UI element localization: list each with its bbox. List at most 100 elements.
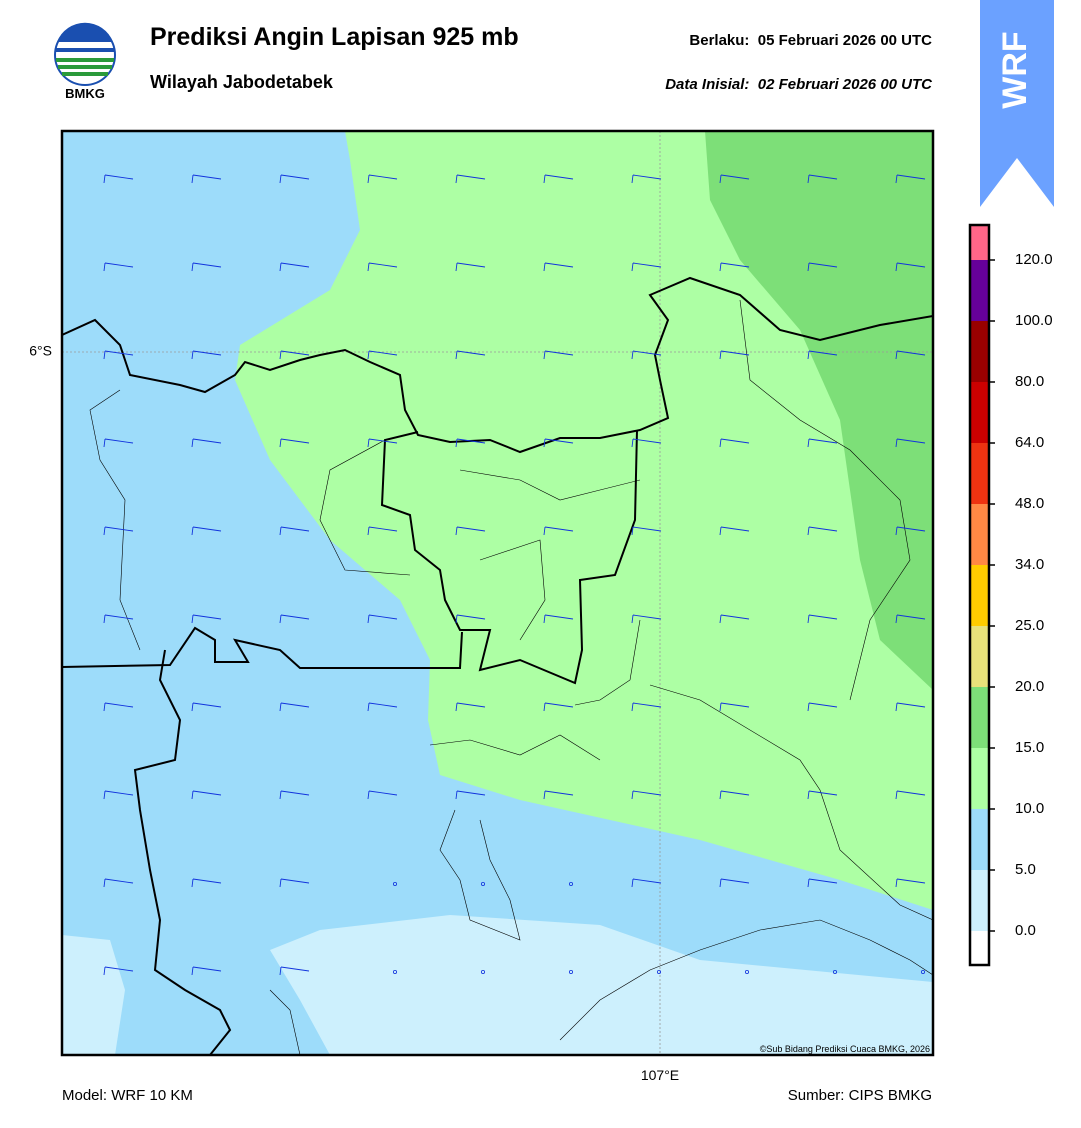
wind-barb bbox=[367, 438, 398, 448]
wind-barb bbox=[367, 526, 398, 536]
wind-barb bbox=[191, 526, 222, 536]
wind-barb bbox=[807, 614, 838, 624]
wind-barb bbox=[367, 614, 398, 624]
map: 6°S 107°E ©Sub Bidang Prediksi Cuaca BMK… bbox=[29, 129, 935, 1083]
logo: BMKG bbox=[54, 22, 116, 101]
wind-barb bbox=[719, 526, 750, 536]
wind-barb bbox=[543, 790, 574, 800]
calm-marker bbox=[480, 882, 485, 887]
wind-barb bbox=[279, 526, 310, 536]
calm-marker bbox=[833, 970, 838, 975]
wind-barb bbox=[103, 438, 134, 448]
credit: ©Sub Bidang Prediksi Cuaca BMKG, 2026 bbox=[760, 1044, 930, 1054]
colorbar-tick-label: 48.0 bbox=[1015, 495, 1044, 512]
wind-barb bbox=[279, 614, 310, 624]
calm-marker bbox=[392, 970, 397, 975]
colorbar-segment bbox=[970, 321, 989, 382]
wind-barb bbox=[719, 174, 750, 184]
wind-barb bbox=[455, 438, 486, 448]
logo-text: BMKG bbox=[65, 86, 105, 101]
wind-barb bbox=[367, 174, 398, 184]
colorbar-segment bbox=[970, 870, 989, 931]
wind-barb bbox=[279, 966, 310, 976]
wind-barb bbox=[807, 438, 838, 448]
badge-text: WRF bbox=[996, 31, 1034, 108]
colorbar-segment bbox=[970, 931, 989, 965]
colorbar-segment bbox=[970, 504, 989, 565]
wind-barb bbox=[719, 262, 750, 272]
wind-barb bbox=[807, 262, 838, 272]
colorbar-segment bbox=[970, 260, 989, 321]
source: Sumber: CIPS BMKG bbox=[788, 1087, 932, 1104]
wind-barb bbox=[455, 526, 486, 536]
init-time: Data Inisial: 02 Februari 2026 00 UTC bbox=[665, 76, 933, 93]
wind-barb bbox=[279, 262, 310, 272]
wind-barb bbox=[191, 966, 222, 976]
wind-barb bbox=[895, 350, 926, 360]
wind-barb bbox=[895, 614, 926, 624]
wind-barb bbox=[455, 350, 486, 360]
wind-barb bbox=[719, 614, 750, 624]
calm-marker bbox=[657, 970, 662, 975]
colorbar-tick-label: 0.0 bbox=[1015, 922, 1036, 939]
wind-barb bbox=[895, 526, 926, 536]
wind-barb bbox=[631, 350, 662, 360]
wind-barb bbox=[191, 262, 222, 272]
wind-barb bbox=[191, 702, 222, 712]
wind-barb bbox=[543, 174, 574, 184]
calm-marker bbox=[480, 970, 485, 975]
model: Model: WRF 10 KM bbox=[62, 1087, 193, 1104]
colorbar-tick-label: 10.0 bbox=[1015, 800, 1044, 817]
wind-barb bbox=[191, 350, 222, 360]
wind-barb bbox=[719, 878, 750, 888]
wind-barb bbox=[455, 790, 486, 800]
wind-barb bbox=[631, 438, 662, 448]
wind-barb bbox=[191, 878, 222, 888]
calm-marker bbox=[392, 882, 397, 887]
wind-barb bbox=[543, 526, 574, 536]
wind-barb bbox=[895, 262, 926, 272]
colorbar-frame bbox=[968, 223, 991, 967]
wind-barbs bbox=[103, 174, 926, 976]
wind-barb bbox=[543, 438, 574, 448]
calm-marker bbox=[921, 970, 926, 975]
wind-barb bbox=[807, 526, 838, 536]
wind-barb bbox=[191, 438, 222, 448]
wind-barb bbox=[103, 966, 134, 976]
colorbar-segment bbox=[970, 225, 989, 260]
wind-barb bbox=[631, 526, 662, 536]
wind-barb bbox=[895, 438, 926, 448]
colorbar-tick-label: 15.0 bbox=[1015, 739, 1044, 756]
colorbar-tick-label: 100.0 bbox=[1015, 312, 1053, 329]
wind-barb bbox=[543, 350, 574, 360]
colorbar-tick-label: 34.0 bbox=[1015, 556, 1044, 573]
wind-barb bbox=[631, 174, 662, 184]
wind-barb bbox=[631, 262, 662, 272]
colorbar-segment bbox=[970, 809, 989, 870]
wind-barb bbox=[807, 790, 838, 800]
wind-barb bbox=[279, 878, 310, 888]
wind-barb bbox=[367, 350, 398, 360]
colorbar-segment bbox=[970, 565, 989, 626]
wind-barb bbox=[807, 702, 838, 712]
subtitle: Wilayah Jabodetabek bbox=[150, 72, 334, 92]
wind-barb bbox=[455, 702, 486, 712]
wind-barb bbox=[367, 790, 398, 800]
wind-barb bbox=[103, 614, 134, 624]
badge bbox=[980, 0, 1054, 207]
wind-barb bbox=[367, 262, 398, 272]
wind-barb bbox=[103, 878, 134, 888]
colorbar-tick-label: 25.0 bbox=[1015, 617, 1044, 634]
wind-barb bbox=[455, 174, 486, 184]
calm-marker bbox=[745, 970, 750, 975]
wind-barb bbox=[631, 790, 662, 800]
wind-barb bbox=[279, 174, 310, 184]
colorbar-segment bbox=[970, 748, 989, 809]
colorbar-segment bbox=[970, 626, 989, 687]
wind-barb bbox=[719, 350, 750, 360]
wind-barb bbox=[367, 702, 398, 712]
wind-barb bbox=[103, 702, 134, 712]
wind-barb bbox=[807, 878, 838, 888]
wind-barb bbox=[719, 702, 750, 712]
